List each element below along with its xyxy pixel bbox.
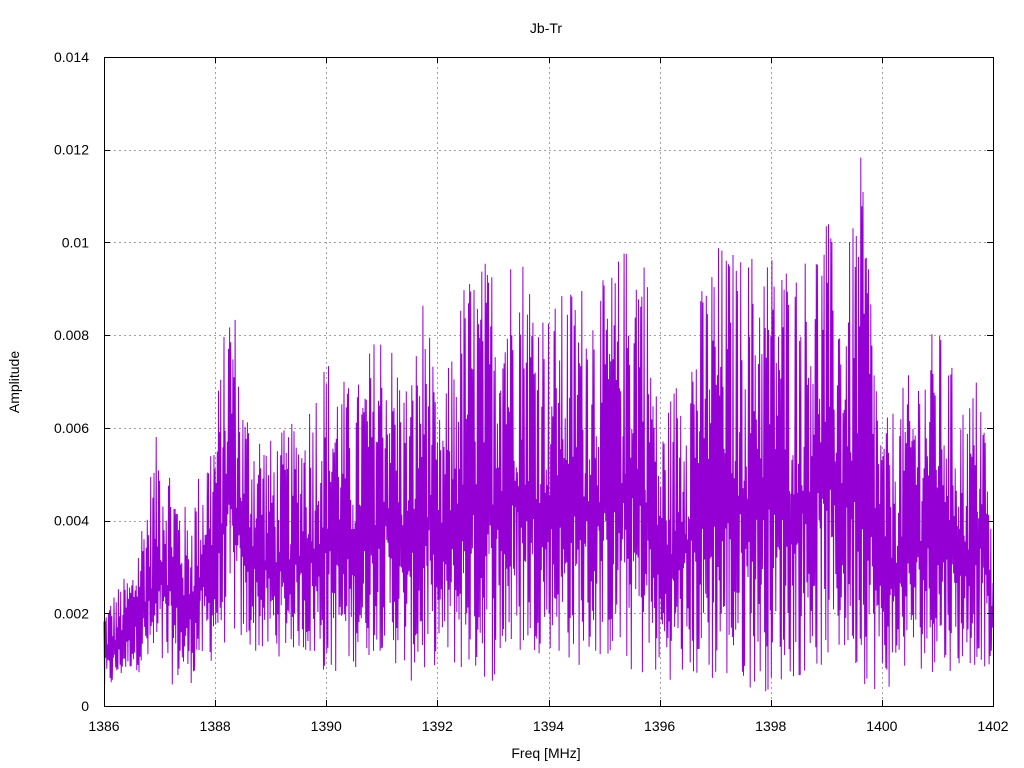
y-tick-label: 0.01 [62, 234, 89, 250]
y-tick-label: 0 [81, 698, 89, 714]
axis-ticks [104, 57, 994, 707]
x-tick-label: 1392 [422, 718, 453, 734]
y-tick-label: 0.004 [54, 513, 89, 529]
x-tick-labels: 1386 1388 1390 1392 1394 1396 1398 1400 1402 [88, 718, 1008, 734]
x-tick-label: 1398 [755, 718, 786, 734]
y-tick-label: 0.012 [54, 142, 89, 158]
y-tick-label: 0.014 [54, 49, 89, 65]
x-tick-label: 1388 [200, 718, 231, 734]
y-tick-label: 0.002 [54, 605, 89, 621]
series-amplitude-line [103, 157, 994, 692]
chart-title: Jb-Tr [530, 20, 562, 36]
x-tick-label: 1386 [88, 718, 119, 734]
x-tick-label: 1394 [533, 718, 564, 734]
x-tick-label: 1400 [866, 718, 897, 734]
x-tick-label: 1402 [977, 718, 1008, 734]
x-tick-label: 1396 [644, 718, 675, 734]
y-axis-label: Amplitude [6, 351, 22, 413]
y-tick-labels: 0 0.002 0.004 0.006 0.008 0.01 0.012 0.014 [54, 49, 89, 714]
x-tick-label: 1390 [311, 718, 342, 734]
y-tick-label: 0.006 [54, 420, 89, 436]
y-tick-label: 0.008 [54, 327, 89, 343]
x-axis-label: Freq [MHz] [511, 745, 580, 761]
